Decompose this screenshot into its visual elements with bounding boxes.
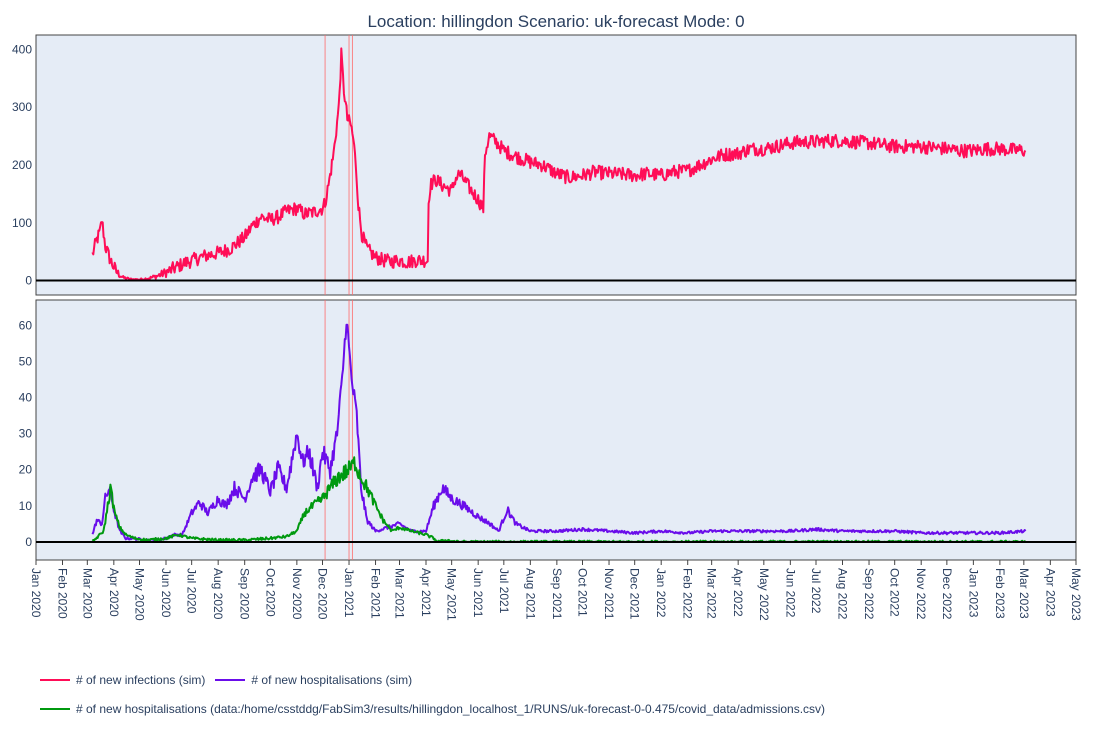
x-tick-label: Sep 2022 — [862, 568, 876, 620]
legend-label-infections-sim: # of new infections (sim) — [76, 673, 206, 687]
legend-row: # of new infections (sim) # of new hospi… — [40, 668, 835, 692]
series-line — [91, 323, 1027, 543]
legend-label-hospitalisations-sim: # of new hospitalisations (sim) — [251, 673, 413, 687]
y-tick-label: 60 — [19, 318, 33, 332]
x-tick-label: May 2023 — [1069, 568, 1083, 621]
x-tick-label: Feb 2020 — [56, 568, 70, 619]
x-tick-label: Dec 2021 — [628, 568, 642, 620]
x-tick-label: Aug 2021 — [523, 568, 537, 620]
x-tick-label: Nov 2020 — [290, 568, 304, 620]
plot-area — [35, 299, 1077, 561]
x-tick-label: Feb 2022 — [681, 568, 695, 619]
x-tick-label: Nov 2022 — [914, 568, 928, 620]
x-tick-label: Sep 2021 — [550, 568, 564, 620]
y-tick-label: 300 — [12, 100, 32, 114]
x-tick-label: Mar 2022 — [705, 568, 719, 619]
y-tick-label: 50 — [19, 354, 33, 368]
y-tick-label: 100 — [12, 216, 32, 230]
legend-item-infections-sim[interactable]: # of new infections (sim) — [40, 673, 205, 687]
x-tick-label: Apr 2021 — [419, 568, 433, 617]
legend-swatch-hospitalisations-data — [40, 708, 70, 710]
x-tick-label: Aug 2020 — [211, 568, 225, 620]
y-tick-label: 200 — [12, 158, 32, 172]
x-tick-label: Oct 2020 — [263, 568, 277, 617]
x-tick-label: Mar 2021 — [392, 568, 406, 619]
chart-title: Location: hillingdon Scenario: uk-foreca… — [367, 12, 744, 31]
legend: # of new infections (sim) # of new hospi… — [40, 668, 835, 726]
x-tick-label: Jan 2020 — [29, 568, 43, 618]
legend-row: # of new hospitalisations (data:/home/cs… — [40, 697, 835, 721]
x-tick-label: Mar 2020 — [80, 568, 94, 619]
y-tick-label: 0 — [25, 274, 32, 288]
x-tick-label: Jun 2022 — [783, 568, 797, 618]
x-tick-label: Sep 2020 — [238, 568, 252, 620]
x-tick-label: Dec 2022 — [940, 568, 954, 620]
series-line — [91, 47, 1027, 282]
plot-area — [35, 34, 1077, 296]
x-tick-label: Jan 2023 — [966, 568, 980, 618]
x-tick-label: Apr 2022 — [731, 568, 745, 617]
x-tick-label: Jun 2021 — [471, 568, 485, 618]
x-tick-label: Jul 2021 — [497, 568, 511, 614]
legend-swatch-hospitalisations-sim — [215, 679, 246, 681]
y-tick-label: 20 — [19, 463, 33, 477]
x-tick-label: Jun 2020 — [159, 568, 173, 618]
x-tick-label: Aug 2022 — [836, 568, 850, 620]
y-tick-label: 0 — [25, 535, 32, 549]
x-tick-label: Mar 2023 — [1017, 568, 1031, 619]
x-tick-label: Oct 2021 — [576, 568, 590, 617]
y-tick-label: 40 — [19, 391, 33, 405]
x-tick-label: Nov 2021 — [602, 568, 616, 620]
x-tick-label: Oct 2022 — [888, 568, 902, 617]
x-tick-label: Apr 2020 — [107, 568, 121, 617]
y-tick-label: 10 — [19, 499, 33, 513]
x-tick-label: Dec 2020 — [316, 568, 330, 620]
x-tick-label: May 2021 — [445, 568, 459, 621]
x-tick-label: May 2022 — [757, 568, 771, 621]
legend-label-hospitalisations-data: # of new hospitalisations (data:/home/cs… — [76, 702, 826, 716]
legend-swatch-infections-sim — [40, 679, 70, 681]
legend-item-hospitalisations-data[interactable]: # of new hospitalisations (data:/home/cs… — [40, 702, 825, 716]
x-tick-label: Feb 2021 — [369, 568, 383, 619]
x-tick-label: Jan 2022 — [654, 568, 668, 618]
x-tick-label: Apr 2023 — [1043, 568, 1057, 617]
x-tick-label: Feb 2023 — [993, 568, 1007, 619]
x-tick-label: Jul 2020 — [185, 568, 199, 614]
y-tick-label: 30 — [19, 427, 33, 441]
y-tick-label: 400 — [12, 42, 32, 56]
x-tick-label: Jan 2021 — [342, 568, 356, 618]
x-tick-label: Jul 2022 — [809, 568, 823, 614]
x-tick-label: May 2020 — [132, 568, 146, 621]
legend-item-hospitalisations-sim[interactable]: # of new hospitalisations (sim) — [215, 673, 412, 687]
